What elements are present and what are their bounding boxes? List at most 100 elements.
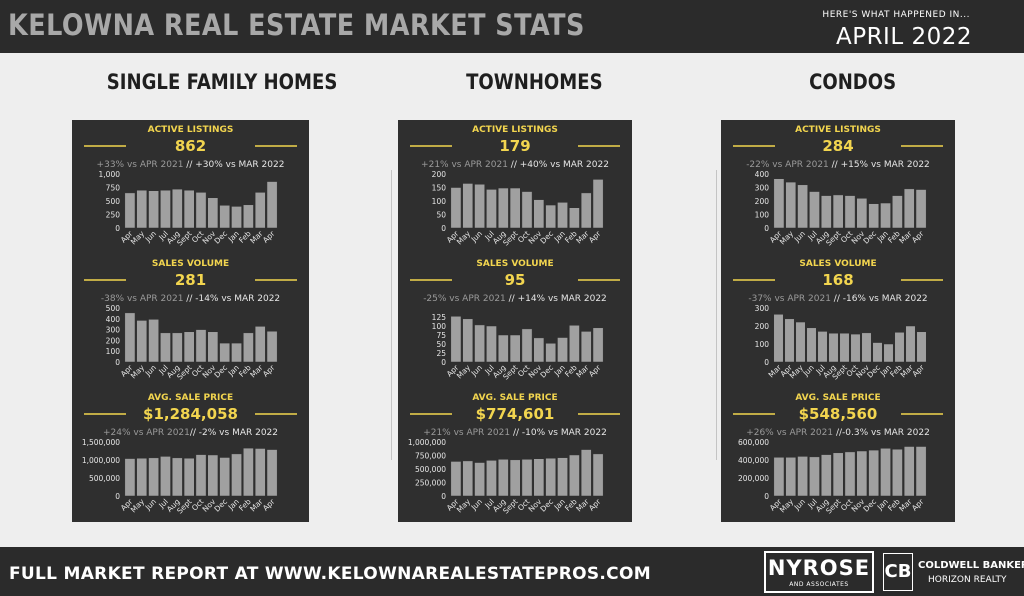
bar xyxy=(474,324,485,363)
change-vs-last-month: // -2% vs MAR 2022 xyxy=(190,428,278,438)
bar xyxy=(195,192,207,229)
y-tick-label: 0 xyxy=(441,492,446,501)
bar xyxy=(894,332,905,363)
change-vs-last-year: +24% vs APR 2021 xyxy=(103,428,190,438)
bar xyxy=(569,207,580,229)
bar xyxy=(850,333,861,363)
y-tick-label: 100 xyxy=(432,322,447,331)
column-heading-townhomes: TOWNHOMES xyxy=(466,70,603,94)
y-tick-label: 100 xyxy=(432,197,447,206)
bar xyxy=(254,192,266,229)
change-vs-last-year: -38% vs APR 2021 xyxy=(101,294,186,304)
header-subtitle: HERE'S WHAT HAPPENED IN... xyxy=(822,10,970,20)
x-tick-label: Jun xyxy=(469,363,485,379)
bar xyxy=(832,452,844,497)
y-tick-label: 300 xyxy=(755,184,770,193)
bar xyxy=(136,189,148,229)
change-text: -25% vs APR 2021 // +14% vs MAR 2022 xyxy=(423,294,607,304)
bar xyxy=(124,458,136,497)
bar xyxy=(231,206,242,229)
y-tick-label: 1,000,000 xyxy=(82,456,120,465)
bar xyxy=(231,342,242,363)
x-tick-label: Jun xyxy=(469,497,485,513)
x-tick-label: Jun xyxy=(469,229,485,245)
header-bar xyxy=(0,0,1024,53)
bar xyxy=(773,457,785,497)
bar xyxy=(266,449,278,497)
bar xyxy=(136,320,148,363)
y-tick-label: 250,000 xyxy=(415,479,446,488)
y-tick-label: 750 xyxy=(106,184,121,193)
bar xyxy=(509,459,521,497)
x-tick-label: Apr xyxy=(910,362,926,378)
bar xyxy=(580,192,592,229)
bar xyxy=(797,456,808,497)
bar xyxy=(915,446,927,497)
y-tick-label: 1,000,000 xyxy=(408,438,446,447)
y-tick-label: 0 xyxy=(764,358,769,367)
y-tick-label: 0 xyxy=(441,224,446,233)
column-heading-condos: CONDOS xyxy=(809,70,897,94)
metric-label: SALES VOLUME xyxy=(152,259,229,269)
coldwell-banker-logo-icon: CB xyxy=(883,553,913,591)
bar xyxy=(832,194,844,229)
metric-label: ACTIVE LISTINGS xyxy=(472,125,558,135)
y-tick-label: 500 xyxy=(106,304,121,313)
x-tick-label: Apr xyxy=(587,362,603,378)
y-tick-label: 0 xyxy=(115,224,120,233)
metric-label: AVG. SALE PRICE xyxy=(148,393,233,403)
bar xyxy=(266,330,278,363)
bar xyxy=(462,460,474,497)
bar xyxy=(521,328,533,363)
bar xyxy=(820,454,832,497)
metric-label: AVG. SALE PRICE xyxy=(795,393,880,403)
bar xyxy=(915,189,927,229)
bar xyxy=(795,321,806,363)
bar xyxy=(243,332,254,363)
bar xyxy=(839,332,850,363)
bar xyxy=(892,448,903,497)
bar xyxy=(533,337,545,363)
change-vs-last-year: -37% vs APR 2021 xyxy=(748,294,833,304)
bar xyxy=(171,332,183,363)
bar xyxy=(844,451,856,497)
metric-value: $774,601 xyxy=(476,405,555,423)
change-vs-last-month: // -16% vs MAR 2022 xyxy=(834,294,928,304)
y-tick-label: 500,000 xyxy=(415,465,446,474)
bar xyxy=(450,461,462,497)
y-tick-label: 400 xyxy=(755,170,770,179)
bar xyxy=(817,331,828,363)
metric-value: 95 xyxy=(505,271,526,289)
change-vs-last-month: // +14% vs MAR 2022 xyxy=(509,294,607,304)
y-tick-label: 200 xyxy=(106,336,121,345)
x-tick-label: Jun xyxy=(143,363,159,379)
bar xyxy=(785,181,797,229)
metric-value: $1,284,058 xyxy=(143,405,238,423)
change-text: +21% vs APR 2021 // +40% vs MAR 2022 xyxy=(421,160,609,170)
bar xyxy=(569,325,580,363)
bar xyxy=(136,457,148,497)
bar xyxy=(809,456,820,497)
y-tick-label: 600,000 xyxy=(738,438,769,447)
footer-link[interactable]: FULL MARKET REPORT AT WWW.KELOWNAREALEST… xyxy=(9,564,651,584)
bar xyxy=(905,325,916,363)
y-tick-label: 300 xyxy=(755,304,770,313)
panel-charts: ACTIVE LISTINGS 862 +33% vs APR 2021 // +3… xyxy=(82,125,297,515)
bar xyxy=(266,181,278,229)
x-tick-label: Jun xyxy=(801,363,817,379)
y-tick-label: 0 xyxy=(441,358,446,367)
metric-label: SALES VOLUME xyxy=(799,259,876,269)
bar xyxy=(183,189,195,229)
bar xyxy=(254,448,266,497)
change-vs-last-month: // +40% vs MAR 2022 xyxy=(511,160,609,170)
report-month: APRIL 2022 xyxy=(835,24,972,50)
bar xyxy=(497,187,509,229)
bar xyxy=(243,204,254,229)
bar xyxy=(880,202,891,229)
metric-label: SALES VOLUME xyxy=(476,259,553,269)
bar xyxy=(219,205,231,229)
bar xyxy=(207,197,219,229)
bar xyxy=(545,343,557,363)
x-tick-label: Apr xyxy=(910,496,926,512)
change-text: -38% vs APR 2021 // -14% vs MAR 2022 xyxy=(101,294,280,304)
